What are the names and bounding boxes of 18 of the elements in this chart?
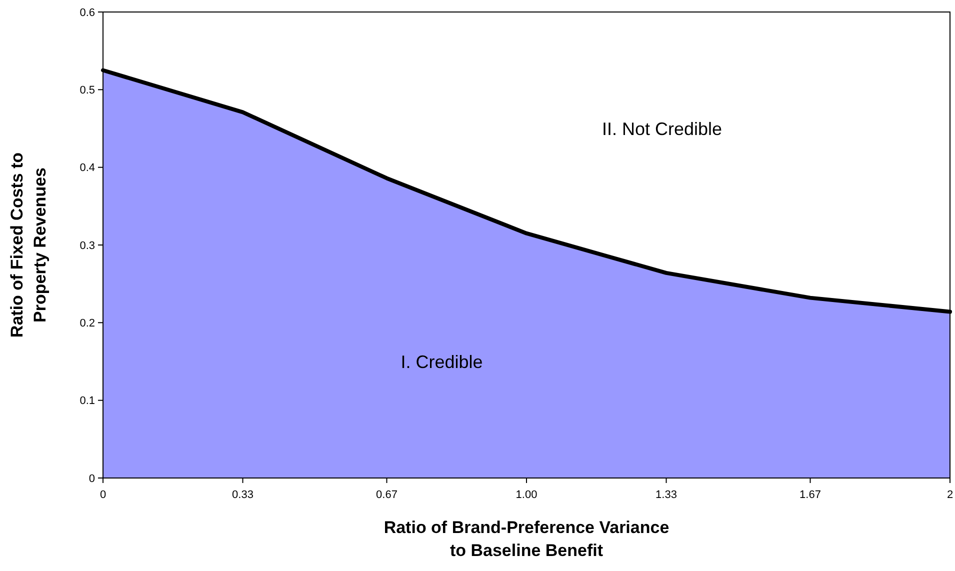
y-tick-label: 0.1 — [80, 395, 95, 408]
x-tick-label: 1.00 — [516, 489, 538, 501]
y-tick-label: 0.3 — [80, 240, 95, 252]
annotation: II. Not Credible — [602, 118, 722, 139]
x-tick-label: 0.67 — [376, 489, 398, 501]
x-tick-label: 0 — [100, 489, 106, 501]
annotation: I. Credible — [400, 352, 483, 372]
y-tick-label: 0.6 — [80, 6, 95, 19]
x-tick-label: 2 — [946, 489, 954, 501]
y-tick-label: 0.5 — [80, 84, 95, 97]
y-axis-title: Ratio of Fixed Costs to Property Revenues — [8, 152, 50, 338]
x-axis-title: Ratio of Brand-Preference Variance to Baseline Benefit — [384, 518, 670, 560]
y-tick-label: 0 — [88, 472, 95, 485]
y-tick-label: 0.4 — [80, 162, 95, 174]
y-tick-label: 0.2 — [80, 318, 95, 330]
x-tick-label: 1.67 — [800, 489, 821, 501]
x-tick-label: 1.33 — [656, 489, 677, 501]
x-tick-label: 0.33 — [232, 489, 254, 501]
